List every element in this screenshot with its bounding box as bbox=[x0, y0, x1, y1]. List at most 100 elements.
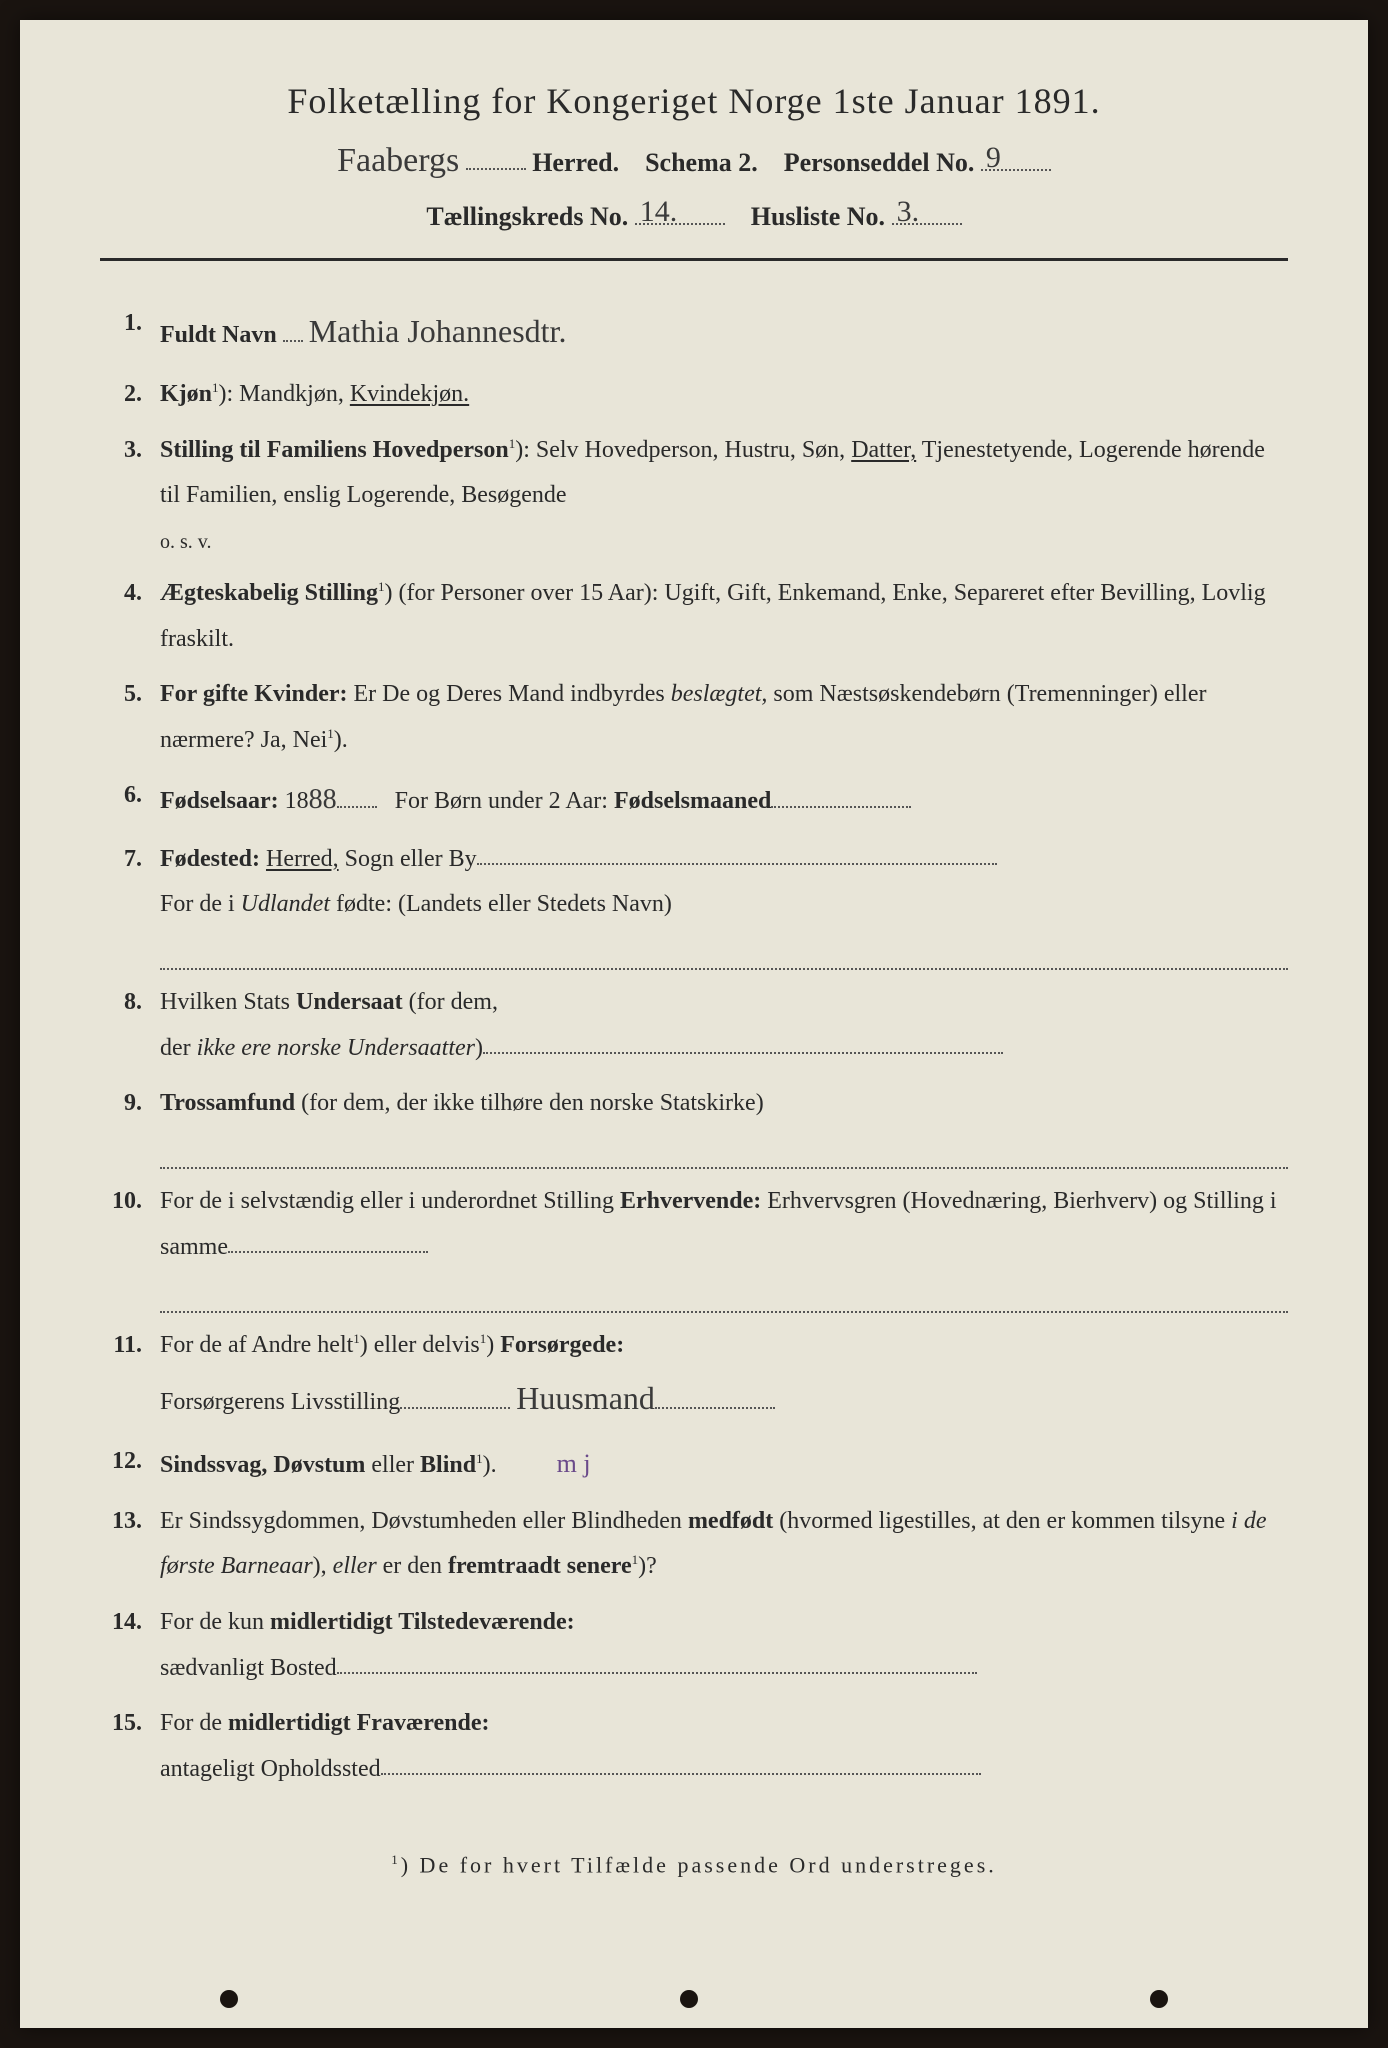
item-number: 3. bbox=[100, 428, 160, 561]
year-handwritten: 88 bbox=[309, 784, 337, 815]
item-10: 10. For de i selvstændig eller i underor… bbox=[100, 1179, 1288, 1313]
field-label: Fuldt Navn bbox=[160, 322, 277, 348]
field-text: For Børn under 2 Aar: bbox=[395, 788, 614, 814]
field-label: Sindssvag, Døvstum bbox=[160, 1452, 365, 1478]
item-content: For de kun midlertidigt Tilstedeværende:… bbox=[160, 1600, 1288, 1691]
item-number: 10. bbox=[100, 1179, 160, 1313]
year-prefix: 18 bbox=[285, 788, 309, 814]
field-label: Ægteskabelig Stilling bbox=[160, 580, 378, 606]
field-label: Kjøn bbox=[160, 381, 212, 407]
census-form-page: Folketælling for Kongeriget Norge 1ste J… bbox=[20, 20, 1368, 2028]
field-label: Trossamfund bbox=[160, 1090, 295, 1116]
field-text: sædvanligt Bosted bbox=[160, 1655, 337, 1681]
line-2: der ikke ere norske Undersaatter) bbox=[160, 1026, 1288, 1072]
field-text: ) eller delvis bbox=[360, 1332, 480, 1358]
item-1: 1. Fuldt Navn Mathia Johannesdtr. bbox=[100, 301, 1288, 362]
item-5: 5. For gifte Kvinder: Er De og Deres Man… bbox=[100, 672, 1288, 763]
item-number: 4. bbox=[100, 571, 160, 662]
field-text: ) bbox=[475, 1035, 483, 1061]
form-subheader-1: Faabergs Herred. Schema 2. Personseddel … bbox=[100, 140, 1288, 180]
field-text: Hvilken Stats bbox=[160, 989, 296, 1015]
item-14: 14. For de kun midlertidigt Tilstedevære… bbox=[100, 1600, 1288, 1691]
punch-hole bbox=[680, 1990, 698, 2008]
item-6: 6. Fødselsaar: 1888 For Børn under 2 Aar… bbox=[100, 773, 1288, 826]
item-content: Ægteskabelig Stilling1) (for Personer ov… bbox=[160, 571, 1288, 662]
item-content: For de af Andre helt1) eller delvis1) Fo… bbox=[160, 1323, 1288, 1429]
form-header: Folketælling for Kongeriget Norge 1ste J… bbox=[100, 80, 1288, 232]
field-label: For gifte bbox=[160, 681, 254, 707]
field-label: medfødt bbox=[688, 1508, 773, 1534]
field-text: fødte: (Landets eller Stedets Navn) bbox=[330, 891, 672, 917]
item-number: 13. bbox=[100, 1499, 160, 1590]
field-text: ), bbox=[313, 1553, 333, 1579]
field-text: Er De og Deres Mand indbyrdes bbox=[348, 681, 671, 707]
item-number: 12. bbox=[100, 1439, 160, 1489]
dotted-blank-line bbox=[160, 1131, 1288, 1169]
item-3: 3. Stilling til Familiens Hovedperson1):… bbox=[100, 428, 1288, 561]
italic-text: ikke ere norske Undersaatter bbox=[197, 1035, 475, 1061]
footnote-marker: 1 bbox=[391, 1852, 401, 1867]
italic-text: Udlandet bbox=[241, 891, 330, 917]
item-content: For de midlertidigt Fraværende: antageli… bbox=[160, 1701, 1288, 1792]
field-label: Kvinder: bbox=[254, 681, 347, 707]
item-7: 7. Fødested: Herred, Sogn eller By For d… bbox=[100, 837, 1288, 971]
field-text: (for dem, bbox=[403, 989, 498, 1015]
form-subheader-2: Tællingskreds No. 14. Husliste No. 3. bbox=[100, 194, 1288, 232]
dotted-blank-line bbox=[160, 932, 1288, 970]
husliste-label: Husliste No. bbox=[751, 202, 885, 231]
item-number: 9. bbox=[100, 1081, 160, 1169]
kreds-no: 14. bbox=[640, 195, 678, 229]
item-number: 2. bbox=[100, 372, 160, 418]
selected-value: Kvindekjøn. bbox=[350, 381, 469, 407]
selected-value: Herred, bbox=[266, 846, 339, 872]
etc-text: o. s. v. bbox=[160, 523, 1288, 561]
form-title: Folketælling for Kongeriget Norge 1ste J… bbox=[100, 80, 1288, 122]
provider-handwritten: Huusmand bbox=[516, 1380, 655, 1416]
item-12: 12. Sindssvag, Døvstum eller Blind1). m … bbox=[100, 1439, 1288, 1489]
field-text: (hvormed ligestilles, at den er kommen t… bbox=[773, 1508, 1231, 1534]
item-13: 13. Er Sindssygdommen, Døvstumheden elle… bbox=[100, 1499, 1288, 1590]
field-label: Stilling til Familiens Hovedperson bbox=[160, 437, 509, 463]
field-label: Blind bbox=[420, 1452, 476, 1478]
personseddel-no: 9 bbox=[986, 141, 1001, 175]
item-content: Hvilken Stats Undersaat (for dem, der ik… bbox=[160, 980, 1288, 1071]
field-text: ). bbox=[483, 1452, 497, 1478]
item-content: Sindssvag, Døvstum eller Blind1). m j bbox=[160, 1439, 1288, 1489]
item-content: Fødselsaar: 1888 For Børn under 2 Aar: F… bbox=[160, 773, 1288, 826]
item-2: 2. Kjøn1): Mandkjøn, Kvindekjøn. bbox=[100, 372, 1288, 418]
field-text: er den bbox=[377, 1553, 448, 1579]
field-label: fremtraadt senere bbox=[448, 1553, 632, 1579]
herred-handwritten: Faabergs bbox=[337, 142, 459, 180]
item-number: 15. bbox=[100, 1701, 160, 1792]
item-number: 14. bbox=[100, 1600, 160, 1691]
punch-hole bbox=[220, 1990, 238, 2008]
field-text: eller bbox=[365, 1452, 420, 1478]
item-content: Er Sindssygdommen, Døvstumheden eller Bl… bbox=[160, 1499, 1288, 1590]
field-text: Forsørgerens Livsstilling bbox=[160, 1389, 400, 1415]
item-content: Stilling til Familiens Hovedperson1): Se… bbox=[160, 428, 1288, 561]
field-label: Fødselsmaaned bbox=[614, 788, 771, 814]
field-text: For de i selvstændig eller i underordnet… bbox=[160, 1188, 620, 1214]
schema-label: Schema 2. bbox=[645, 148, 758, 177]
field-label: midlertidigt Fraværende: bbox=[228, 1710, 490, 1736]
husliste-no: 3. bbox=[897, 195, 920, 229]
item-content: Trossamfund (for dem, der ikke tilhøre d… bbox=[160, 1081, 1288, 1169]
italic-text: beslægtet, bbox=[671, 681, 768, 707]
field-label: Fødselsaar: bbox=[160, 788, 279, 814]
line-2: sædvanligt Bosted bbox=[160, 1646, 1288, 1692]
field-text: ) bbox=[486, 1332, 500, 1358]
field-text: antageligt Opholdssted bbox=[160, 1756, 381, 1782]
annotation-purple: m j bbox=[557, 1449, 591, 1478]
item-number: 6. bbox=[100, 773, 160, 826]
header-divider bbox=[100, 258, 1288, 261]
item-number: 11. bbox=[100, 1323, 160, 1429]
field-text: ): Selv Hovedperson, Hustru, Søn, bbox=[515, 437, 851, 463]
name-handwritten: Mathia Johannesdtr. bbox=[309, 313, 567, 349]
footnote-text: ) De for hvert Tilfælde passende Ord und… bbox=[401, 1853, 997, 1878]
field-label: Undersaat bbox=[296, 989, 403, 1015]
footnote: 1) De for hvert Tilfælde passende Ord un… bbox=[100, 1852, 1288, 1878]
item-number: 8. bbox=[100, 980, 160, 1071]
item-15: 15. For de midlertidigt Fraværende: anta… bbox=[100, 1701, 1288, 1792]
item-4: 4. Ægteskabelig Stilling1) (for Personer… bbox=[100, 571, 1288, 662]
field-text: )? bbox=[638, 1553, 657, 1579]
